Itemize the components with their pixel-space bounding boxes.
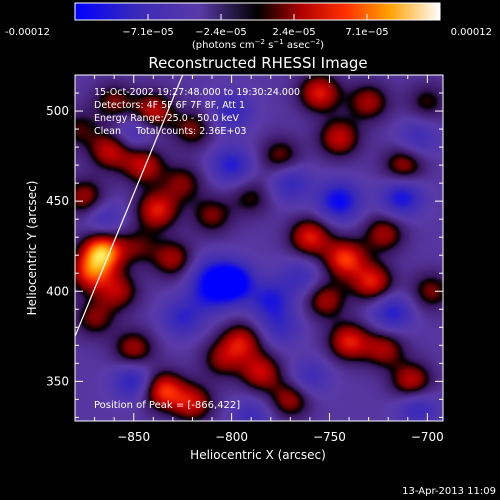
annotation-energy-range: Energy Range: 25.0 - 50.0 keV xyxy=(94,113,239,124)
colorbar-tick-label: 2.4e−05 xyxy=(272,27,315,38)
plot-frame xyxy=(74,74,444,422)
y-tick-label: 500 xyxy=(46,104,69,118)
x-tick-label: −800 xyxy=(215,430,248,444)
colorbar-tick-label: 7.1e−05 xyxy=(345,27,388,38)
y-tick-label: 350 xyxy=(46,374,69,388)
chart-title: Reconstructed RHESSI Image xyxy=(148,54,367,72)
y-tick-label: 400 xyxy=(46,284,69,298)
y-axis-title: Heliocentric Y (arcsec) xyxy=(25,181,39,316)
annotation-time-range: 15-Oct-2002 19:27:48.000 to 19:30:24.000 xyxy=(94,87,300,98)
solar-limb-line xyxy=(75,75,184,337)
colorbar xyxy=(74,2,441,21)
colorbar-tick-label: 0.00012 xyxy=(451,27,492,38)
colorbar-tick-label: -0.00012 xyxy=(5,27,50,38)
annotation-detectors: Detectors: 4F 5F 6F 7F 8F, Att 1 xyxy=(94,100,245,111)
peak-position-label: Position of Peak = [-866,422] xyxy=(94,400,240,411)
x-axis-title: Heliocentric X (arcsec) xyxy=(190,448,326,462)
axis-ticks xyxy=(75,74,443,421)
colorbar-tick-label: −2.4e−05 xyxy=(195,27,247,38)
x-tick-label: −750 xyxy=(313,430,346,444)
x-tick-label: −850 xyxy=(117,430,150,444)
x-tick-label: −700 xyxy=(411,430,444,444)
annotation-block: 15-Oct-2002 19:27:48.000 to 19:30:24.000… xyxy=(94,87,300,137)
footer-timestamp: 13-Apr-2013 11:09 xyxy=(402,486,496,497)
y-tick-label: 450 xyxy=(46,194,69,208)
axis-tick-labels: −850 −800 −750 −700 350 400 450 500 xyxy=(46,104,444,444)
annotation-total-counts: Clean Total counts: 2.36E+03 xyxy=(94,126,246,137)
heatmap-image xyxy=(75,75,443,421)
colorbar-ticks xyxy=(147,14,368,20)
colorbar-tick-labels: -0.00012 −7.1e−05 −2.4e−05 2.4e−05 7.1e−… xyxy=(5,27,492,38)
colorbar-tick-label: −7.1e−05 xyxy=(122,27,174,38)
colorbar-units: (photons cm−2 s−1 asec−2) xyxy=(192,38,324,51)
